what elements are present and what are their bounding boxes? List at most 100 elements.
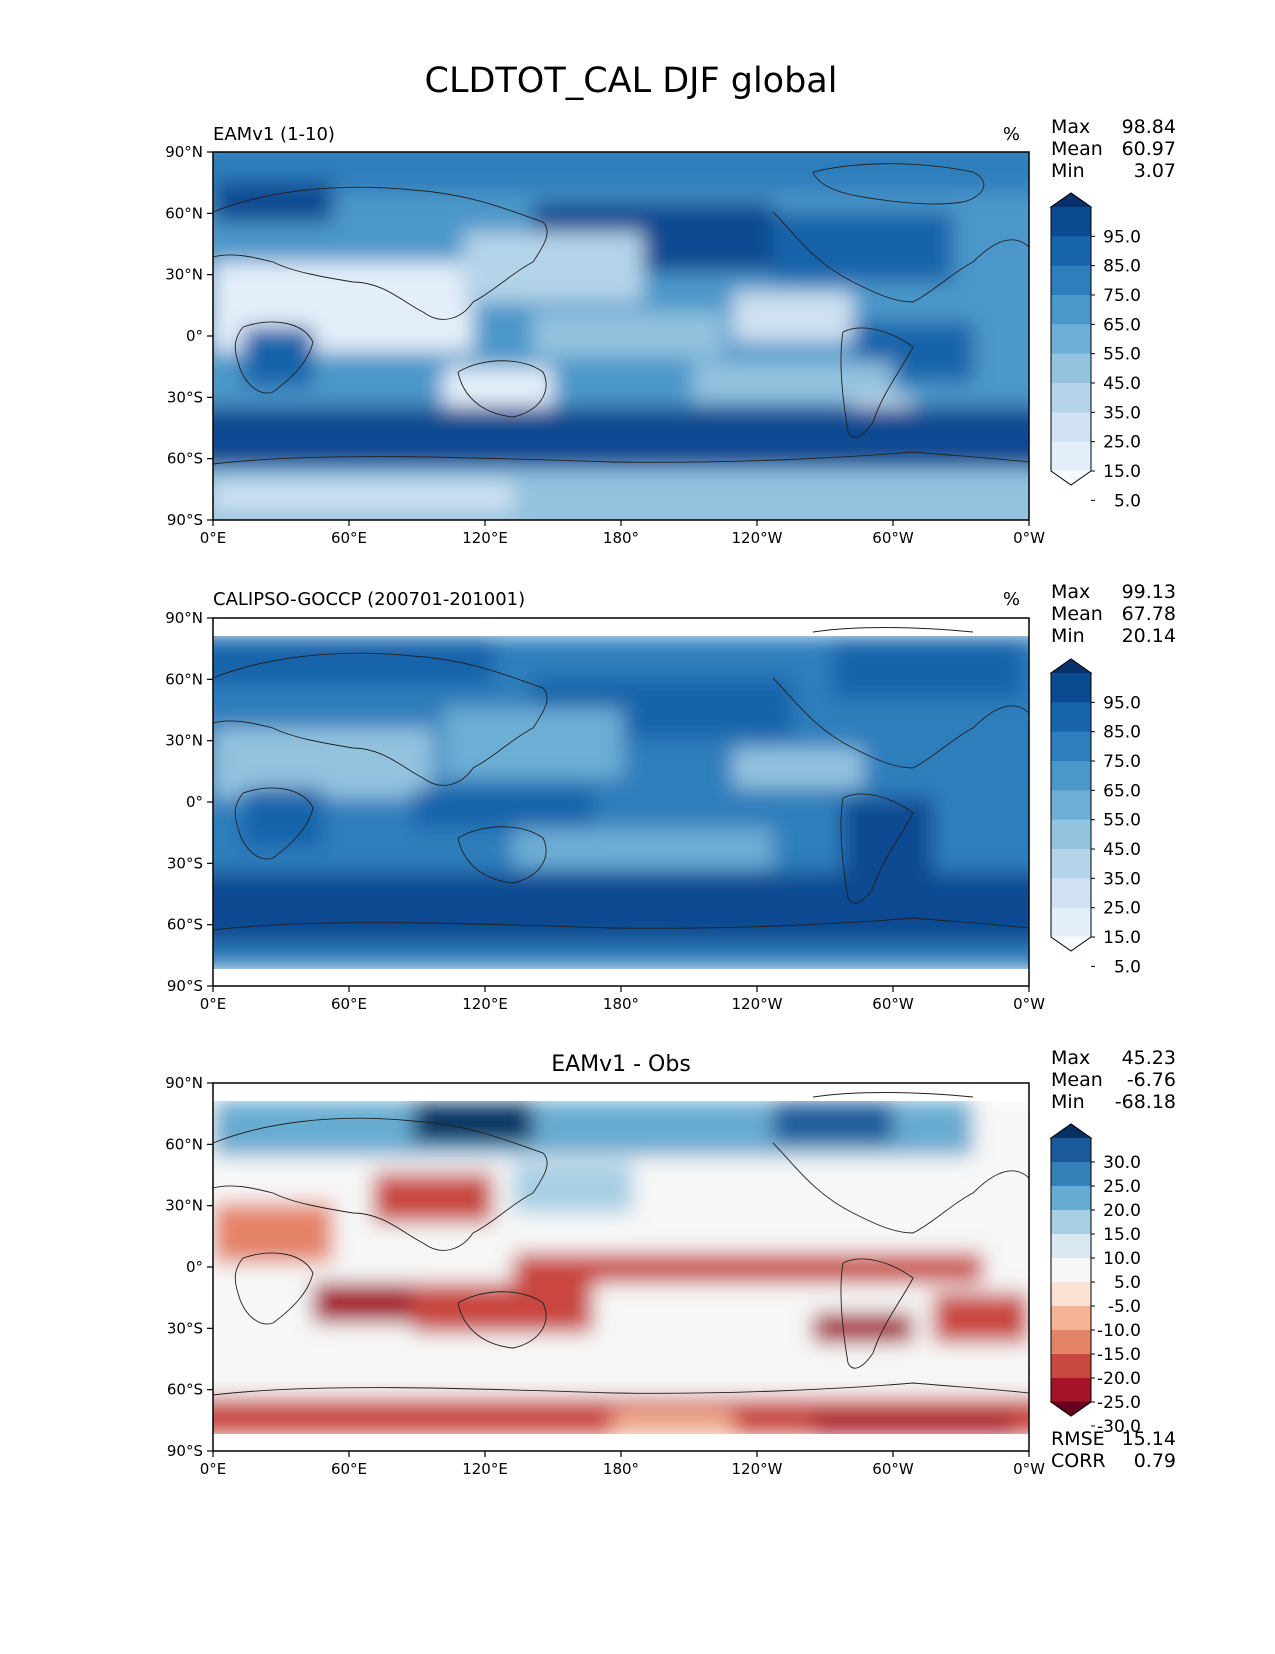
colorbar-label: -5.0 <box>1108 1297 1141 1317</box>
panel-left-title: CALIPSO-GOCCP (200701-201001) <box>213 589 525 610</box>
panel-units: % <box>1003 124 1020 145</box>
colorbar-swatch <box>1051 1258 1091 1283</box>
colorbar-label: 95.0 <box>1103 227 1141 247</box>
colorbar-label: 25.0 <box>1103 433 1141 453</box>
colorbar-arrow-top <box>1049 1123 1093 1139</box>
colorbar-label: 5.0 <box>1114 1273 1141 1293</box>
colorbar-label: 30.0 <box>1103 1153 1141 1173</box>
colorbar-swatch <box>1051 353 1091 384</box>
colorbar-arrow-bottom <box>1049 936 1093 952</box>
stat-max-label: Max <box>1051 1047 1090 1069</box>
corr-label: CORR <box>1051 1450 1106 1472</box>
stat-min-label: Min <box>1051 160 1085 182</box>
stat-min-value: 3.07 <box>1134 160 1176 182</box>
colorbar-swatch <box>1051 1282 1091 1307</box>
stat-mean-value: -6.76 <box>1127 1069 1176 1091</box>
colorbar-swatch <box>1051 295 1091 325</box>
colorbar-swatch <box>1051 1330 1091 1355</box>
y-tick-label: 60°N <box>165 204 203 222</box>
map-field <box>213 152 1029 520</box>
colorbar-arrow-bottom <box>1049 470 1093 486</box>
coastlines <box>213 627 1029 931</box>
x-tick-label: 60°E <box>331 529 367 547</box>
colorbar-swatch <box>1051 790 1091 821</box>
stat-min-value: 20.14 <box>1122 625 1176 647</box>
colorbar-label: 25.0 <box>1103 1177 1141 1197</box>
rmse-label: RMSE <box>1051 1428 1105 1450</box>
colorbar-swatch <box>1051 1162 1091 1187</box>
y-tick-label: 90°S <box>167 1442 203 1460</box>
colorbar-swatch <box>1051 1186 1091 1211</box>
colorbar-swatch <box>1051 441 1091 472</box>
y-tick-label: 90°N <box>165 609 203 627</box>
map-frame <box>212 1082 1030 1452</box>
colorbar-label: 20.0 <box>1103 1201 1141 1221</box>
colorbar-label: 10.0 <box>1103 1249 1141 1269</box>
stat-mean-value: 67.78 <box>1122 603 1176 625</box>
figure-title: CLDTOT_CAL DJF global <box>425 61 838 101</box>
panel-units: % <box>1003 589 1020 610</box>
y-tick-label: 0° <box>186 1258 203 1276</box>
x-tick-label: 0°E <box>200 995 227 1013</box>
x-tick-label: 60°W <box>872 529 914 547</box>
stat-min-label: Min <box>1051 625 1085 647</box>
colorbar-swatch <box>1051 383 1091 413</box>
x-tick-label: 60°E <box>331 1460 367 1478</box>
colorbar-label: 45.0 <box>1103 840 1141 860</box>
colorbar-arrow-top <box>1049 192 1093 208</box>
stat-max-label: Max <box>1051 116 1090 138</box>
colorbar-swatch <box>1051 702 1091 733</box>
colorbar-swatch <box>1051 207 1091 237</box>
colorbar-label: 85.0 <box>1103 257 1141 277</box>
colorbar-swatch <box>1051 849 1091 879</box>
colorbar-swatch <box>1051 1306 1091 1331</box>
colorbar-label: 55.0 <box>1103 811 1141 831</box>
colorbar-label: 75.0 <box>1103 286 1141 306</box>
colorbar-swatch <box>1051 819 1091 850</box>
colorbar-label: 75.0 <box>1103 752 1141 772</box>
generated-layer: 0°E 60°E 120°E 180° 120°W 60°W 0°W 90°N 60°N 30°N… <box>165 143 1141 1478</box>
colorbar-label: 65.0 <box>1103 781 1141 801</box>
y-tick-label: 30°N <box>165 732 203 750</box>
stat-mean-label: Mean <box>1051 138 1103 160</box>
colorbar-label: 5.0 <box>1114 491 1141 511</box>
colorbar-label: -30.0 <box>1097 1417 1141 1437</box>
stat-max-value: 98.84 <box>1122 116 1176 138</box>
colorbar-label: 15.0 <box>1103 462 1141 482</box>
y-tick-label: 30°S <box>167 854 203 872</box>
x-tick-label: 60°E <box>331 995 367 1013</box>
map-frame <box>212 617 1030 987</box>
x-tick-label: 180° <box>603 1460 639 1478</box>
colorbar-label: 55.0 <box>1103 345 1141 365</box>
colorbar-label: 35.0 <box>1103 403 1141 423</box>
colorbar-label: 15.0 <box>1103 928 1141 948</box>
colorbar-label: 85.0 <box>1103 723 1141 743</box>
colorbar-swatch <box>1051 1210 1091 1235</box>
y-tick-label: 30°S <box>167 388 203 406</box>
x-tick-label: 0°W <box>1013 1460 1045 1478</box>
map-frame <box>212 151 1030 521</box>
colorbar-swatch <box>1051 673 1091 703</box>
colorbar-label: 45.0 <box>1103 374 1141 394</box>
x-tick-label: 180° <box>603 995 639 1013</box>
y-tick-label: 30°N <box>165 1197 203 1215</box>
y-tick-label: 60°S <box>167 916 203 934</box>
y-tick-label: 0° <box>186 793 203 811</box>
x-tick-label: 60°W <box>872 1460 914 1478</box>
map-field <box>213 1083 1029 1451</box>
y-tick-label: 90°N <box>165 1074 203 1092</box>
x-tick-label: 60°W <box>872 995 914 1013</box>
stat-mean-label: Mean <box>1051 603 1103 625</box>
stat-max-label: Max <box>1051 581 1090 603</box>
colorbar-swatch <box>1051 1234 1091 1259</box>
colorbar-label: 35.0 <box>1103 869 1141 889</box>
x-tick-label: 120°E <box>462 1460 508 1478</box>
y-tick-label: 60°N <box>165 1135 203 1153</box>
x-tick-label: 120°W <box>732 529 783 547</box>
panel-center-title: EAMv1 - Obs <box>551 1052 691 1077</box>
stat-min-label: Min <box>1051 1091 1085 1113</box>
panel-model: EAMv1 (1-10) % Max 98.84 Mean 60.97 Min … <box>212 116 1176 521</box>
colorbar-swatch <box>1051 236 1091 267</box>
colorbar-label: -25.0 <box>1097 1393 1141 1413</box>
